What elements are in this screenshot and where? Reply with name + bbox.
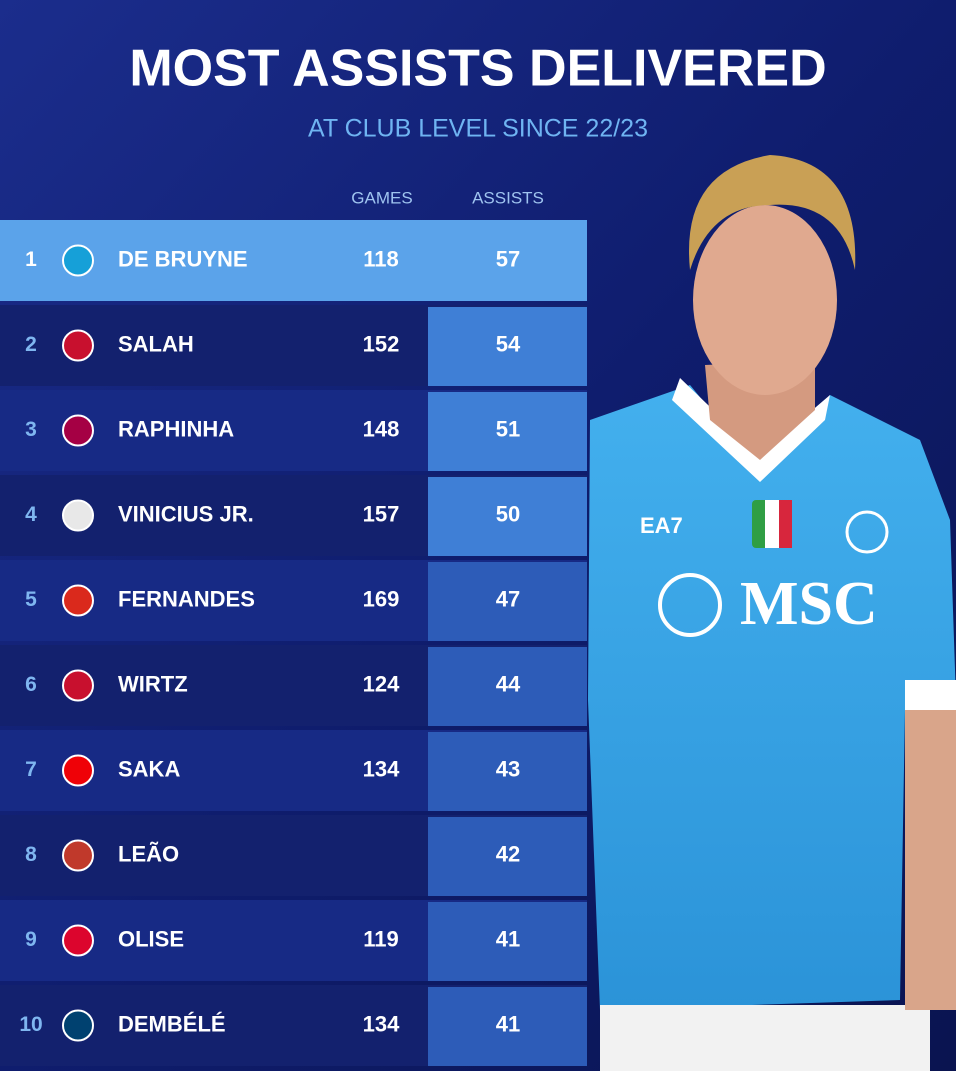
rank: 3 [25,418,37,441]
player-photo: EA7 MSC [588,155,956,1071]
club-logo [62,414,94,447]
games: 148 [363,416,400,441]
assists-cell [428,987,587,1066]
club-logo [62,244,94,277]
games: 124 [363,671,400,696]
title: MOST ASSISTS DELIVERED [129,40,826,98]
player-name: FERNANDES [118,586,255,611]
assists-cell [428,817,587,896]
assists-cell [428,562,587,641]
column-header: GAMES [351,188,412,207]
games: 119 [363,926,399,951]
club-logo [62,584,94,617]
svg-text:MSC: MSC [740,570,878,638]
player-name: LEÃO [118,841,179,866]
rank: 6 [25,673,37,696]
club-logo [62,499,94,532]
club-logo [62,924,94,957]
svg-text:EA7: EA7 [640,513,683,538]
club-logo [62,839,94,872]
assists-cell [428,477,587,556]
rank: 8 [25,843,37,866]
games: 134 [363,756,400,781]
rank: 7 [25,758,37,781]
assists-cell [428,902,587,981]
rank: 1 [25,248,37,271]
table-rows: 1 DE BRUYNE 118 572 SALAH 152 543 RAPHINHA 148 51… [0,220,587,1066]
player-name: SALAH [118,331,194,356]
assists-cell [428,307,587,386]
rank: 5 [25,588,37,611]
player-name: DEMBÉLÉ [118,1011,226,1036]
column-header: ASSISTS [472,188,544,207]
games: 157 [363,501,400,526]
subtitle: AT CLUB LEVEL SINCE 22/23 [308,115,648,143]
player-name: SAKA [118,756,180,781]
player-name: WIRTZ [118,671,188,696]
rank: 2 [25,333,37,356]
assists: 44 [496,671,521,696]
player-name: VINICIUS JR. [118,501,254,526]
rank: 10 [19,1013,42,1036]
assists: 54 [496,331,521,356]
assists: 42 [496,841,520,866]
games: 152 [363,331,400,356]
assists: 43 [496,756,520,781]
club-logo [62,1009,94,1042]
assists: 51 [496,416,520,441]
assists: 50 [496,501,520,526]
player-name: DE BRUYNE [118,246,248,271]
rank: 9 [25,928,37,951]
games: 118 [363,246,399,271]
player-name: OLISE [118,926,184,951]
games: 134 [363,1011,400,1036]
assists: 47 [496,586,520,611]
assists: 41 [496,926,520,951]
row-background [0,220,587,301]
assists: 57 [496,246,520,271]
player-name: RAPHINHA [118,416,234,441]
rank: 4 [25,503,37,526]
games: 169 [363,586,400,611]
assists: 41 [496,1011,520,1036]
assists-cell [428,392,587,471]
assists-cell [428,732,587,811]
club-logo [62,669,94,702]
club-logo [62,754,94,787]
assists-cell [428,647,587,726]
club-logo [62,329,94,362]
